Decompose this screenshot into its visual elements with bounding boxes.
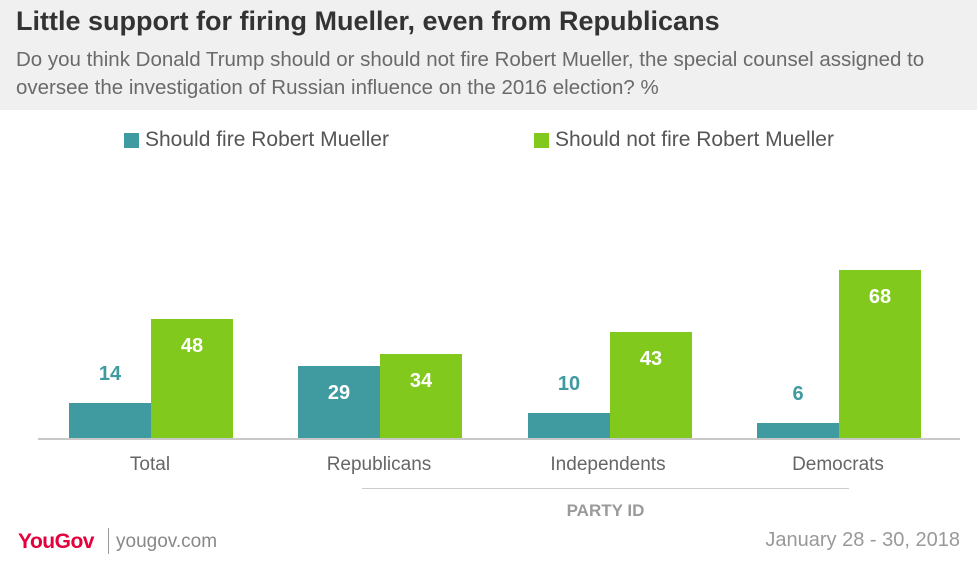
yougov-logo: YouGov: [18, 530, 94, 553]
data-label-should-fire-democrats: 6: [792, 383, 804, 406]
data-label-should-fire-independents: 10: [557, 373, 581, 396]
party-id-group-label: PARTY ID: [566, 501, 645, 520]
bar-should-not-fire-republicans: [380, 354, 462, 438]
party-id-bracket-line: [362, 488, 849, 489]
chart-title: Little support for firing Mueller, even …: [16, 6, 720, 36]
data-label-should-not-fire-republicans: 34: [409, 370, 433, 393]
legend-swatch-should-fire: [124, 132, 139, 148]
category-label-independents: Independents: [550, 454, 666, 475]
legend-swatch-should-not-fire: [534, 132, 549, 148]
footer-divider: [108, 528, 109, 554]
header-band: Little support for firing Mueller, even …: [0, 0, 977, 110]
x-axis-baseline: [38, 438, 960, 440]
legend-label-should-fire: Should fire Robert Mueller: [145, 128, 389, 151]
legend-item-should-fire: Should fire Robert Mueller: [124, 126, 389, 154]
category-label-democrats: Democrats: [792, 454, 884, 475]
footer-url: yougov.com: [116, 531, 218, 552]
category-label-total: Total: [129, 454, 171, 475]
data-label-should-not-fire-total: 48: [180, 335, 204, 358]
bar-should-not-fire-total: [151, 319, 233, 438]
data-label-should-fire-republicans: 29: [327, 382, 351, 405]
bar-should-fire-total: [69, 403, 151, 438]
data-label-should-not-fire-democrats: 68: [868, 286, 892, 309]
data-label-should-not-fire-independents: 43: [639, 347, 663, 370]
bar-should-fire-democrats: [757, 423, 839, 438]
legend-label-should-not-fire: Should not fire Robert Mueller: [555, 128, 834, 151]
legend-item-should-not-fire: Should not fire Robert Mueller: [534, 126, 834, 154]
bar-should-not-fire-independents: [610, 331, 692, 438]
bar-should-fire-republicans: [298, 366, 380, 438]
data-label-should-fire-total: 14: [98, 363, 122, 386]
footer-date: January 28 - 30, 2018: [765, 529, 960, 551]
chart-subtitle: Do you think Donald Trump should or shou…: [16, 48, 925, 99]
bar-should-not-fire-democrats: [839, 270, 921, 438]
category-label-republicans: Republicans: [326, 454, 432, 475]
bar-should-fire-independents: [528, 413, 610, 438]
